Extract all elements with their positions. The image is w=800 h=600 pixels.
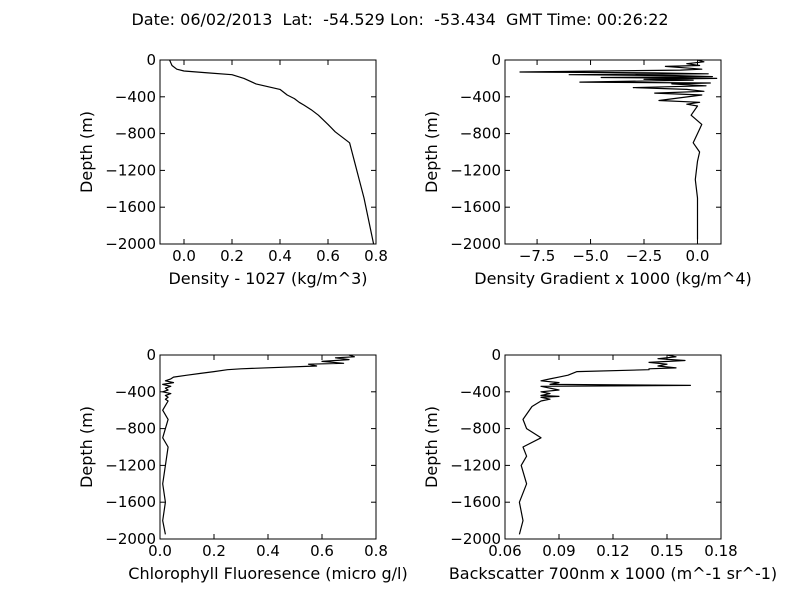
y-tick-label: −2000 bbox=[450, 235, 501, 253]
x-tick-label: 0.0 bbox=[686, 247, 710, 265]
x-axis-label: Density Gradient x 1000 (kg/m^4) bbox=[474, 269, 751, 288]
x-tick-label: 0.12 bbox=[596, 542, 629, 560]
y-tick-label: −800 bbox=[115, 125, 156, 143]
x-tick-label: 0.4 bbox=[256, 542, 280, 560]
x-tick-label: 0.6 bbox=[316, 247, 340, 265]
y-tick-label: −1600 bbox=[450, 493, 501, 511]
x-tick-label: 0.06 bbox=[488, 542, 521, 560]
y-tick-label: 0 bbox=[491, 51, 501, 69]
x-tick-label: 0.6 bbox=[310, 542, 334, 560]
x-tick-label: −2.5 bbox=[626, 247, 662, 265]
y-tick-label: −2000 bbox=[105, 530, 156, 548]
y-tick-label: −400 bbox=[115, 383, 156, 401]
y-tick-label: −400 bbox=[115, 88, 156, 106]
axes-frame bbox=[504, 59, 722, 245]
y-axis-label: Depth (m) bbox=[77, 406, 96, 488]
subplot-density: 0.0 0.2 0.4 0.6 0.8 0 −400 −800 −1200 −1600 −2000 D… bbox=[77, 51, 388, 288]
y-tick-label: −800 bbox=[115, 420, 156, 438]
subplot-density-gradient: −7.5 −5.0 −2.5 0.0 0 −400 −800 −1200 −1600 −2000 D… bbox=[422, 51, 752, 288]
x-axis-label: Backscatter 700nm x 1000 (m^-1 sr^-1) bbox=[449, 564, 777, 583]
y-tick-label: −1200 bbox=[450, 161, 501, 179]
y-tick-label: −400 bbox=[460, 383, 501, 401]
y-tick-label: −1600 bbox=[450, 198, 501, 216]
axes-frame bbox=[159, 59, 377, 245]
y-tick-label: −1200 bbox=[450, 456, 501, 474]
y-tick-label: 0 bbox=[146, 51, 156, 69]
x-tick-label: −5.0 bbox=[572, 247, 608, 265]
x-tick-label: 0.18 bbox=[704, 542, 737, 560]
x-axis-label: Chlorophyll Fluoresence (micro g/l) bbox=[128, 564, 407, 583]
y-tick-label: −1600 bbox=[105, 198, 156, 216]
x-tick-label: 0.0 bbox=[148, 542, 172, 560]
y-tick-label: −1200 bbox=[105, 456, 156, 474]
x-tick-label: 0.2 bbox=[220, 247, 244, 265]
y-tick-label: −2000 bbox=[450, 530, 501, 548]
series-line bbox=[162, 354, 355, 535]
y-tick-label: 0 bbox=[146, 346, 156, 364]
subplot-chlorophyll: 0.0 0.2 0.4 0.6 0.8 0 −400 −800 −1200 −1600 −2000 C… bbox=[77, 346, 408, 583]
x-tick-label: 0.8 bbox=[364, 542, 388, 560]
y-tick-label: −800 bbox=[460, 420, 501, 438]
y-tick-label: −1200 bbox=[105, 161, 156, 179]
x-tick-label: 0.8 bbox=[364, 247, 388, 265]
series-line bbox=[519, 59, 718, 240]
x-tick-label: 0.4 bbox=[268, 247, 292, 265]
series-line bbox=[518, 354, 692, 535]
x-tick-label: −7.5 bbox=[519, 247, 555, 265]
x-tick-label: 0.0 bbox=[172, 247, 196, 265]
y-axis-label: Depth (m) bbox=[422, 111, 441, 193]
x-tick-label: 0.2 bbox=[202, 542, 226, 560]
series-line bbox=[169, 59, 375, 245]
x-tick-label: 0.09 bbox=[542, 542, 575, 560]
y-axis-label: Depth (m) bbox=[422, 406, 441, 488]
y-tick-label: −400 bbox=[460, 88, 501, 106]
y-axis-label: Depth (m) bbox=[77, 111, 96, 193]
axes-frame bbox=[159, 354, 377, 540]
figure-title: Date: 06/02/2013 Lat: -54.529 Lon: -53.4… bbox=[131, 10, 669, 29]
subplot-backscatter: 0.06 0.09 0.12 0.15 0.18 0 −400 −800 −1200 −1600 −… bbox=[422, 346, 777, 583]
y-tick-label: −1600 bbox=[105, 493, 156, 511]
y-tick-label: −2000 bbox=[105, 235, 156, 253]
axes-frame bbox=[504, 354, 722, 540]
y-tick-label: 0 bbox=[491, 346, 501, 364]
y-tick-label: −800 bbox=[460, 125, 501, 143]
x-axis-label: Density - 1027 (kg/m^3) bbox=[168, 269, 367, 288]
x-tick-label: 0.15 bbox=[650, 542, 683, 560]
